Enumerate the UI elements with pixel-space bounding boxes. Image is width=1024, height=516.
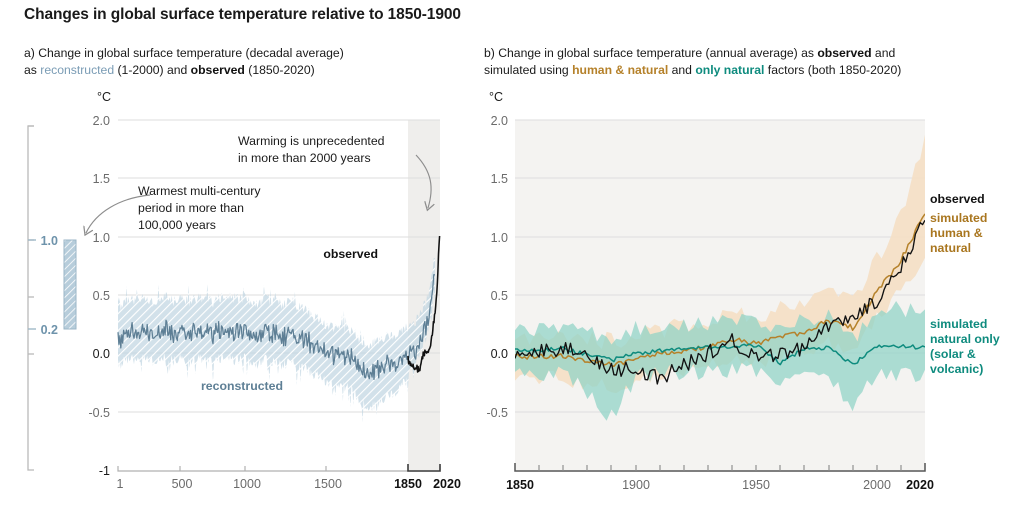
panel-a-unit-label: °C (97, 90, 112, 104)
panel-b-caption-human: human & natural (572, 62, 669, 77)
inset-axis (27, 125, 36, 471)
panel-b-label-human-0: simulated (930, 211, 987, 225)
observed-line-panel-a (407, 235, 441, 373)
panel-a-ytick-1: 1.5 (93, 172, 110, 186)
panel-a-ytick-3: 0.5 (93, 289, 110, 303)
panel-a-xtick-2: 1000 (233, 477, 261, 491)
panel-a-caption-reconstructed: reconstructed (40, 62, 115, 77)
inset-bar (63, 239, 77, 330)
panel-a-caption-end: (1850-2020) (244, 62, 315, 77)
panel-b-caption-natural: only natural (695, 62, 765, 77)
annotation-arrow-inset (86, 194, 151, 233)
panel-b-ytick-2: 1.0 (491, 231, 508, 245)
panel-b-label-natural-2: (solar & (930, 347, 976, 361)
panel-b-label-natural-1: natural only (930, 332, 1000, 346)
panel-b-caption-observed: observed (817, 46, 872, 60)
panel-a-y-axis: 2.0 1.5 1.0 0.5 0.0 -0.5 -1 (88, 114, 110, 478)
annotation-arrow-observed (415, 154, 431, 208)
panel-b-label-human-2: natural (930, 241, 971, 255)
panel-b-unit-label: °C (489, 90, 504, 104)
panel-b-caption-pre: b) Change in global surface temperature … (484, 46, 818, 60)
panel-a-caption-as: as (24, 62, 41, 77)
panel-b-ytick-4: 0.0 (491, 347, 508, 361)
panel-a-ytick-2: 1.0 (93, 231, 110, 245)
annotation-1-line-1: in more than 2000 years (238, 151, 371, 165)
annotation-2-line-0: Warmest multi-century (138, 184, 261, 198)
panel-a-x-axis: 1 500 1000 1500 1850 2020 (117, 464, 461, 491)
panel-a-xtick-1: 500 (172, 477, 193, 491)
reconstructed-band (118, 257, 435, 423)
panel-a-ytick-0: 2.0 (93, 114, 110, 128)
panel-b-xtick-0: 1850 (506, 478, 534, 492)
annotation-2-line-2: 100,000 years (138, 218, 216, 232)
panel-a-caption-observed: observed (190, 62, 245, 77)
panel-a-plot: 1.0 0.2 (27, 114, 461, 491)
annotation-1-line-0: Warming is unprecedented (238, 134, 385, 148)
panel-b-xtick-1: 1900 (622, 478, 650, 492)
panel-b-xtick-2: 1950 (742, 478, 770, 492)
panel-b-label-human-1: human & (930, 226, 983, 240)
observed-line-panel-b (515, 219, 925, 385)
panel-a-caption: a) Change in global surface temperature … (24, 45, 454, 78)
panel-b-caption-line2-mid: and (668, 62, 696, 77)
panel-a-annotation-unprecedented: Warming is unprecedented in more than 20… (238, 134, 431, 208)
panel-b-label-natural-0: simulated (930, 317, 987, 331)
panel-a-ytick-6: -1 (99, 464, 110, 478)
panel-b-label-natural-3: volcanic) (930, 362, 983, 376)
panel-b-label-observed: observed (930, 192, 985, 206)
panel-a: 1.0 0.2 (0, 100, 470, 500)
panel-b-caption-and: and (871, 46, 896, 60)
panel-a-label-reconstructed: reconstructed (201, 379, 283, 393)
panel-b-ytick-5: -0.5 (486, 406, 508, 420)
panel-a-xtick-3: 1500 (314, 477, 342, 491)
panel-a-caption-line1: a) Change in global surface temperature … (24, 46, 344, 60)
panel-a-caption-mid: (1-2000) and (114, 62, 191, 77)
panel-a-xtick-4: 1850 (394, 477, 422, 491)
panel-b-legend: observed simulated human & natural simul… (930, 192, 1000, 376)
inset-label-high: 1.0 (41, 234, 58, 248)
panel-b-caption: b) Change in global surface temperature … (484, 45, 1004, 78)
panel-b-ytick-0: 2.0 (491, 114, 508, 128)
panel-a-xtick-0: 1 (117, 477, 124, 491)
panel-a-ytick-5: -0.5 (88, 406, 110, 420)
panel-a-annotation-warmest: Warmest multi-century period in more tha… (138, 184, 261, 232)
panel-b-x-axis: 1850 1900 1950 2000 2020 (506, 463, 934, 492)
panel-b-ytick-1: 1.5 (491, 172, 508, 186)
panel-b-xtick-4: 2020 (906, 478, 934, 492)
panel-b-y-axis: 2.0 1.5 1.0 0.5 0.0 -0.5 (486, 114, 508, 420)
panel-a-ytick-4: 0.0 (93, 347, 110, 361)
page-title: Changes in global surface temperature re… (24, 6, 461, 23)
annotation-2-line-1: period in more than (138, 201, 244, 215)
panel-b-caption-line2-end: factors (both 1850-2020) (764, 62, 902, 77)
reconstructed-line (117, 274, 435, 381)
panel-a-label-observed: observed (323, 247, 378, 261)
panel-b-caption-line2-pre: simulated using (484, 62, 573, 77)
panel-b: 2.0 1.5 1.0 0.5 0.0 -0.5 (470, 100, 1024, 500)
panel-b-ytick-3: 0.5 (491, 289, 508, 303)
panel-a-xtick-5: 2020 (433, 477, 461, 491)
panel-b-xtick-3: 2000 (863, 478, 891, 492)
inset-label-low: 0.2 (41, 323, 58, 337)
panel-b-plot: 2.0 1.5 1.0 0.5 0.0 -0.5 (486, 114, 1000, 492)
human-natural-line (515, 213, 925, 368)
